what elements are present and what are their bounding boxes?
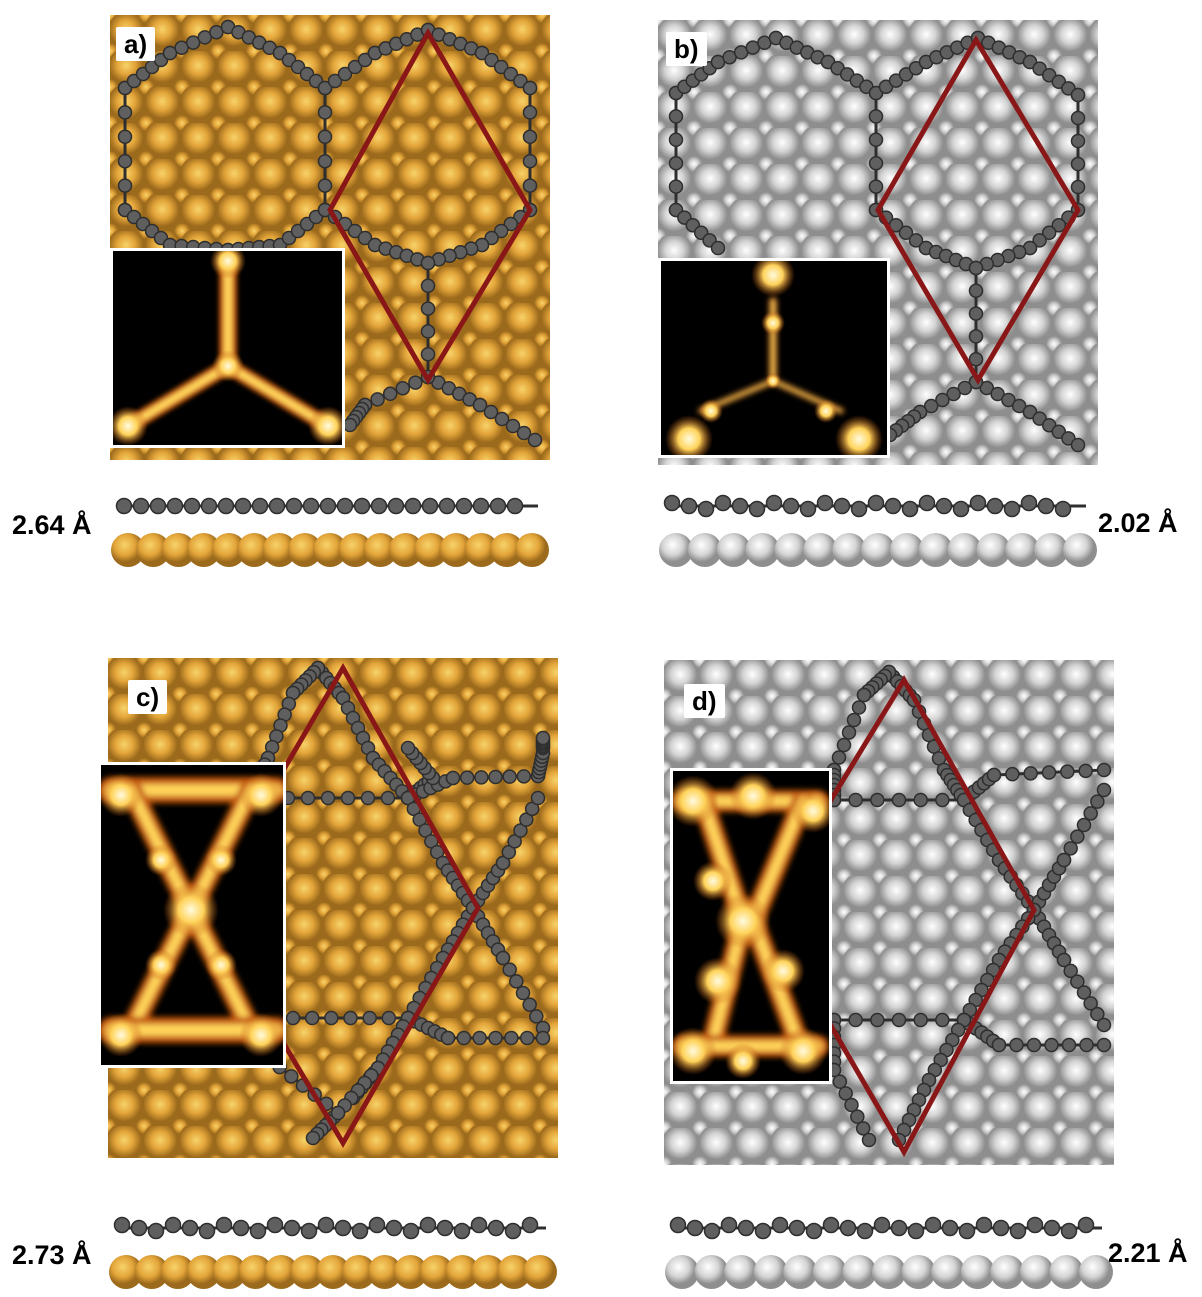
- adsorption-distance: 2.73 Å: [12, 1240, 92, 1270]
- adsorption-distance: 2.64 Å: [12, 510, 92, 540]
- panel-d: d): [664, 660, 1114, 1165]
- panel-label: b): [666, 32, 707, 66]
- side-view: [659, 494, 1097, 567]
- adsorption-distance: 2.02 Å: [1098, 508, 1178, 538]
- panel-a: a): [110, 15, 550, 460]
- stm-image-inset: [110, 248, 345, 448]
- panel-label: a): [116, 27, 156, 61]
- side-view: [109, 1216, 557, 1289]
- panel-c: c): [98, 658, 558, 1158]
- stm-image-inset: [98, 762, 286, 1068]
- side-view: [111, 497, 549, 567]
- panel-b: b): [658, 20, 1098, 465]
- side-view: [665, 1216, 1113, 1289]
- panel-label: d): [684, 684, 725, 718]
- adsorption-distance: 2.21 Å: [1108, 1238, 1188, 1268]
- stm-image-inset: [658, 258, 890, 458]
- panel-label: c): [128, 680, 168, 714]
- stm-image-inset: [670, 768, 832, 1084]
